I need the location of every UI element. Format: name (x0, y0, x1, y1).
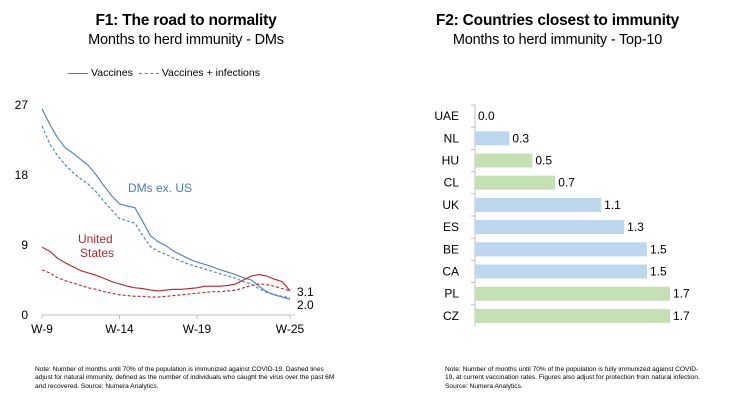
x-tick-label: W-9 (31, 322, 53, 336)
data-label-pl: 1.7 (673, 287, 690, 301)
bar-be (475, 242, 648, 257)
right-panel: F2: Countries closest to immunity Months… (372, 0, 743, 401)
category-label-cz: CZ (443, 309, 459, 323)
right-chart-note: Note: Number of months until 70% of the … (445, 366, 700, 390)
category-label-ca: CA (442, 265, 459, 279)
data-label-uk: 1.1 (604, 198, 621, 212)
x-tick-label: W-25 (276, 322, 305, 336)
annotation-line: States (80, 246, 114, 260)
bar-chart: UAE 0.0 NL 0.3 HU 0.5 CL 0.7 UK 1.1 ES 1.3 BE 1.5 CA 1.… (434, 104, 690, 327)
category-label-cl: CL (444, 176, 460, 190)
y-tick-label: 9 (21, 238, 28, 252)
y-tick-label: 0 (21, 308, 28, 322)
category-label-es: ES (443, 220, 459, 234)
bar-nl (475, 131, 510, 146)
end-label-united-states: 3.1 (297, 285, 314, 299)
data-label-uae: 0.0 (478, 109, 495, 123)
bar-uk (475, 197, 602, 212)
x-tick-label: W-14 (105, 322, 134, 336)
right-chart-title: F2: Countries closest to immunity (435, 12, 680, 29)
category-label-pl: PL (444, 287, 459, 301)
legend-label-vaccines: Vaccines (91, 67, 133, 79)
annotation-dms-ex-us: DMs ex. US (128, 181, 192, 195)
bar-es (475, 220, 625, 235)
legend-dashed-swatch (138, 72, 159, 74)
category-label-nl: NL (444, 131, 460, 145)
bar-pl (475, 286, 670, 301)
data-label-hu: 0.5 (535, 154, 552, 168)
bar-cz (475, 308, 670, 323)
legend-item-vaccines-infections: Vaccines + infections (138, 67, 260, 79)
data-label-cz: 1.7 (673, 309, 690, 323)
category-label-uk: UK (442, 198, 459, 212)
left-chart-title: F1: The road to normality (95, 12, 277, 29)
left-chart-subtitle: Months to herd immunity - DMs (88, 32, 284, 48)
dms-ex-us-vaccines-line (41, 108, 291, 300)
y-tick-label: 18 (15, 168, 29, 182)
dms-ex-us-infections-line (41, 125, 291, 299)
data-label-be: 1.5 (650, 242, 667, 256)
legend-label-vaccines-infections: Vaccines + infections (161, 67, 260, 79)
left-chart-note: Note: Number of months until 70% of the … (35, 366, 335, 390)
bar-ca (475, 264, 648, 279)
legend-item-vaccines: Vaccines (68, 67, 133, 79)
united-states-vaccines-line (41, 246, 291, 292)
data-label-nl: 0.3 (512, 131, 529, 145)
end-label-dms-ex-us: 2.0 (297, 298, 314, 312)
data-label-cl: 0.7 (558, 176, 575, 190)
data-label-ca: 1.5 (650, 265, 667, 279)
legend-solid-swatch (68, 72, 88, 74)
bar-hu (475, 153, 533, 168)
annotation-line: United (78, 232, 113, 246)
bar-cl (475, 175, 556, 190)
line-chart-legend: Vaccines Vaccines + infections (68, 67, 266, 79)
annotation-united-states: United States (78, 232, 114, 260)
data-label-es: 1.3 (627, 220, 644, 234)
line-chart: W-9 W-14 W-19 W-25 0 9 18 27 DMs ex. US United Sta… (15, 98, 314, 336)
category-label-uae: UAE (434, 109, 459, 123)
category-label-hu: HU (442, 154, 459, 168)
x-tick-label: W-19 (183, 322, 212, 336)
united-states-infections-line (41, 269, 291, 298)
left-panel: F1: The road to normality Months to herd… (15, 12, 335, 390)
right-chart-subtitle: Months to herd immunity - Top-10 (452, 32, 663, 48)
y-tick-label: 27 (15, 98, 29, 112)
category-label-be: BE (443, 242, 459, 256)
